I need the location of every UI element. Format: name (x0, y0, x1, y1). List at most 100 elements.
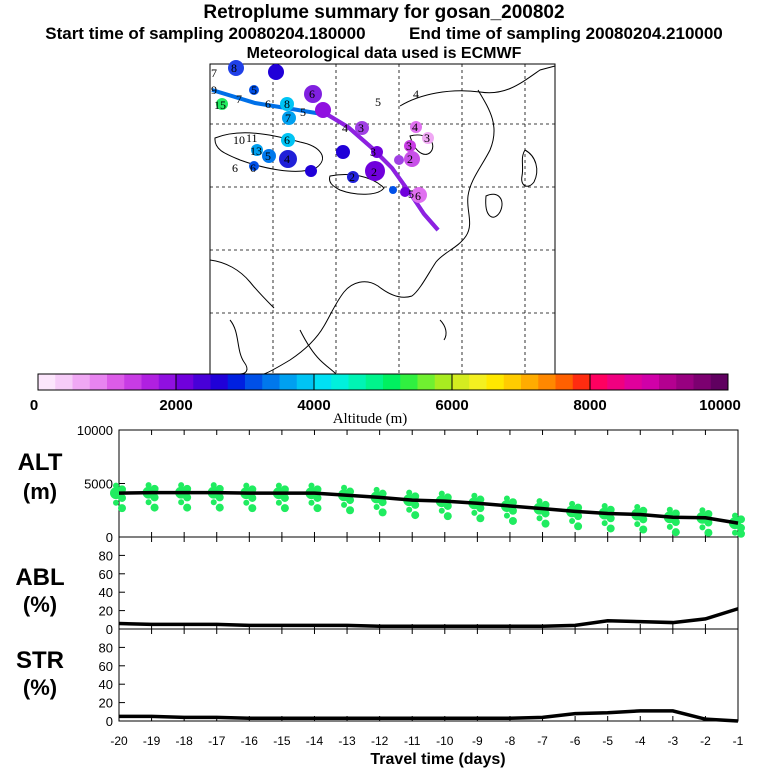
panel-ylabel-units: (%) (23, 592, 57, 617)
x-tick-label: -17 (208, 734, 226, 748)
alt-scatter-point (699, 524, 706, 531)
colorbar-cell (503, 374, 522, 390)
colorbar-cell (55, 374, 73, 390)
y-tick-label: 20 (99, 696, 113, 711)
plume-label: 5 (251, 83, 257, 97)
alt-scatter-point (569, 517, 576, 524)
alt-scatter-point (373, 504, 380, 511)
alt-scatter-point (704, 509, 713, 518)
x-tick-label: -16 (241, 734, 259, 748)
panel-ylabel: ABL (15, 564, 64, 591)
plume-label: 5 (375, 95, 381, 109)
series-line (119, 709, 739, 723)
alt-scatter-point (183, 503, 192, 512)
x-tick-label: -20 (110, 734, 128, 748)
alt-scatter-point (476, 514, 485, 523)
alt-scatter-point (215, 484, 224, 493)
plume-label: 3 (370, 145, 376, 159)
y-tick-label: 0 (106, 714, 113, 729)
alt-scatter-point (215, 503, 224, 512)
alt-scatter-point (508, 516, 517, 525)
colorbar-cell (210, 374, 229, 390)
alt-scatter-point (280, 504, 289, 513)
y-tick-label: 5000 (84, 477, 113, 492)
alt-scatter-point (373, 486, 380, 493)
colorbar-cell (607, 374, 625, 390)
x-tick-label: -14 (306, 734, 324, 748)
panel-frame (118, 628, 739, 722)
colorbar-cell (348, 374, 367, 390)
plume-label: 6 (415, 189, 421, 203)
panel-frame (118, 536, 739, 630)
colorbar-axis-label: Altitude (m) (333, 411, 408, 427)
sampling-times: Start time of sampling 20080204.180000 E… (0, 24, 768, 44)
alt-scatter-point (503, 495, 510, 502)
alt-scatter-point (113, 482, 119, 489)
colorbar-cell (296, 374, 315, 390)
alt-scatter-point (634, 504, 641, 511)
plume-label: 5 (265, 149, 271, 163)
x-tick-label: -9 (472, 734, 483, 748)
alt-scatter-point (737, 529, 745, 538)
alt-scatter-point (541, 500, 550, 509)
colorbar-cell (469, 374, 487, 390)
x-tick-label: -5 (602, 734, 613, 748)
alt-scatter-point (704, 528, 713, 537)
x-tick-label: -18 (175, 734, 193, 748)
alt-scatter-point (243, 499, 250, 506)
x-tick-label: -11 (404, 734, 421, 748)
colorbar-tick-labels: 0 2000 4000 6000 8000 10000 (30, 397, 741, 414)
alt-scatter-point (671, 528, 680, 537)
x-tick-label: -3 (668, 734, 679, 748)
plume-label: 11 (246, 131, 258, 145)
alt-scatter-point (308, 499, 315, 506)
plume-circles (216, 60, 434, 203)
plume-label: 2 (371, 165, 377, 179)
alt-scatter-point (471, 509, 478, 516)
plume-label: 10 (233, 133, 245, 147)
colorbar-cell (572, 374, 591, 390)
colorbar-cell (434, 374, 453, 390)
colorbar-cell (331, 374, 349, 390)
colorbar-cell (141, 374, 160, 390)
abl-panel: 0 20 40 60 80 ABL(%) (15, 536, 739, 637)
plume-label: 6 (250, 161, 256, 175)
alt-scatter-point (536, 515, 543, 522)
colorbar-tick-8000: 8000 (573, 397, 606, 414)
colorbar-cell (314, 374, 332, 390)
plume-label: 13 (250, 144, 262, 158)
alt-scatter-point (666, 523, 673, 530)
plume-label: 4 (412, 120, 418, 134)
y-tick-label: 0 (106, 622, 113, 637)
alt-scatter-point (346, 506, 355, 515)
alt-scatter-point (569, 500, 576, 507)
alt-scatter-point (406, 489, 413, 496)
panel-ylabel-units: (%) (23, 675, 57, 700)
plume-label: 3 (358, 121, 364, 135)
x-tick-label: -2 (700, 734, 711, 748)
alt-scatter-point (438, 490, 445, 497)
colorbar-cell (400, 374, 418, 390)
x-tick-label: -10 (436, 734, 454, 748)
alt-scatter-point (476, 495, 485, 504)
alt-scatter-point (313, 485, 322, 494)
colorbar-cell (124, 374, 142, 390)
colorbar-tick-6000: 6000 (435, 397, 468, 414)
y-tick-label: 10000 (77, 423, 113, 438)
colorbar-cell (676, 374, 694, 390)
alt-scatter-point (536, 498, 543, 505)
alt-scatter-point (443, 512, 452, 521)
map-panel: 7 8 5 9 7 6 8 5 15 6 7 5 4 3 4 3 10 11 6… (209, 60, 556, 375)
colorbar-tick-0: 0 (30, 397, 38, 414)
alt-scatter-point (118, 504, 126, 513)
plume-label: 9 (211, 83, 217, 97)
colorbar-cell (710, 374, 729, 390)
alt-scatter-point (732, 529, 738, 536)
alt-scatter-point (150, 503, 159, 512)
x-tick-label: -12 (371, 734, 389, 748)
plume-label: 8 (284, 97, 290, 111)
colorbar-cell (624, 374, 643, 390)
colorbar-cells (38, 374, 729, 390)
x-tick-label: -7 (537, 734, 548, 748)
